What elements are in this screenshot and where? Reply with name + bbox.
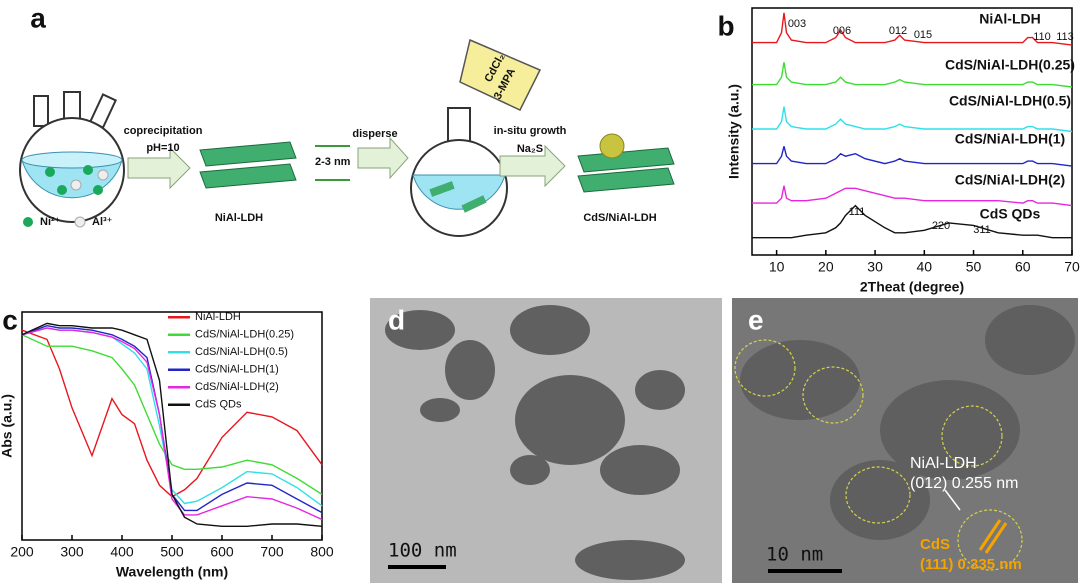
legend-label: CdS/NiAl-LDH(1) — [195, 364, 279, 376]
peak-label: 220 — [932, 220, 950, 232]
peak-label: 113 — [1056, 31, 1074, 43]
data-line — [752, 62, 1073, 88]
scheme: a Ni²⁺ Al³⁺ coprecipitation pH=10 2-3 nm… — [19, 2, 675, 237]
phase-spacing: (012) 0.255 nm — [910, 475, 1019, 492]
ion-label: Al³⁺ — [92, 216, 113, 228]
x-axis-label: 2Theat (degree) — [860, 279, 964, 295]
scale-bar-label: 100 nm — [388, 540, 457, 562]
x-tick-label: 70 — [1064, 259, 1080, 275]
peak-label: 110 — [1033, 31, 1051, 43]
phase-label: CdS — [920, 536, 950, 553]
x-tick-label: 30 — [867, 259, 883, 275]
peak-label: 003 — [788, 18, 806, 30]
tem-image: d 100 nm — [370, 298, 722, 583]
data-line — [752, 12, 1073, 46]
data-line — [21, 334, 323, 495]
legend-label: CdS/NiAl-LDH(0.25) — [195, 329, 294, 341]
x-tick-label: 600 — [210, 544, 234, 560]
series-label: NiAl-LDH — [979, 11, 1040, 27]
panel-label: b — [717, 10, 734, 41]
peak-label: 006 — [833, 25, 851, 37]
x-tick-label: 300 — [60, 544, 84, 560]
legend-label: CdS/NiAl-LDH(0.5) — [195, 346, 288, 358]
x-tick-label: 10 — [769, 259, 785, 275]
x-tick-label: 60 — [1015, 259, 1031, 275]
x-tick-label: 20 — [818, 259, 834, 275]
series-label: CdS/NiAl-LDH(0.25) — [945, 57, 1075, 73]
panel-label: c — [2, 304, 18, 335]
ion-label: Ni²⁺ — [40, 216, 61, 228]
phase-spacing: (111) 0.335 nm — [920, 556, 1022, 573]
legend-label: CdS/NiAl-LDH(2) — [195, 381, 279, 393]
data-line — [752, 204, 1072, 239]
data-line — [21, 329, 323, 498]
product-label: NiAl-LDH — [215, 212, 263, 224]
series-label: CdS/NiAl-LDH(2) — [955, 172, 1065, 188]
data-line — [752, 146, 1073, 167]
product-label: CdS/NiAl-LDH — [583, 212, 656, 224]
hrtem-image: e NiAl-LDH (012) 0.255 nm CdS (111) 0.33… — [732, 298, 1078, 583]
x-tick-label: 50 — [966, 259, 982, 275]
x-tick-label: 200 — [10, 544, 34, 560]
step-label: coprecipitation — [124, 125, 203, 137]
x-tick-label: 400 — [110, 544, 134, 560]
series-label: CdS/NiAl-LDH(1) — [955, 131, 1065, 147]
phase-label: NiAl-LDH — [910, 455, 977, 472]
x-tick-label: 500 — [160, 544, 184, 560]
step-label: disperse — [352, 128, 397, 140]
data-line — [21, 322, 323, 527]
panel-label: e — [748, 304, 764, 335]
x-tick-label: 700 — [260, 544, 284, 560]
peak-label: 015 — [914, 29, 932, 41]
step-label: pH=10 — [146, 142, 179, 154]
series-label: CdS/NiAl-LDH(0.5) — [949, 93, 1071, 109]
panel-label: d — [388, 304, 405, 335]
peak-label: 012 — [889, 25, 907, 37]
x-axis-label: Wavelength (nm) — [116, 564, 228, 580]
x-tick-label: 40 — [917, 259, 933, 275]
peak-label: 111 — [849, 206, 866, 218]
peak-label: 311 — [973, 224, 991, 236]
step-label: in-situ growth — [494, 125, 567, 137]
data-line — [752, 106, 1073, 133]
spacing-label: 2-3 nm — [315, 156, 351, 168]
data-line — [752, 185, 1073, 207]
legend-label: NiAl-LDH — [195, 311, 241, 323]
series-label: CdS QDs — [980, 206, 1041, 222]
scale-bar-label: 10 nm — [766, 544, 823, 566]
panel-label: a — [30, 2, 46, 33]
x-tick-label: 800 — [310, 544, 334, 560]
data-line — [21, 327, 323, 521]
y-axis-label: Abs (a.u.) — [0, 394, 15, 458]
y-axis-label: Intensity (a.u.) — [726, 84, 742, 179]
step-label: Na₂S — [517, 143, 543, 155]
legend-label: CdS QDs — [195, 399, 242, 411]
